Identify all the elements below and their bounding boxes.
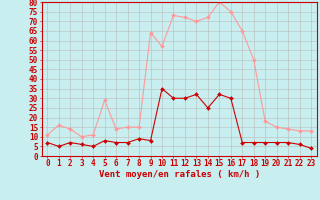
X-axis label: Vent moyen/en rafales ( km/h ): Vent moyen/en rafales ( km/h ) bbox=[99, 170, 260, 179]
